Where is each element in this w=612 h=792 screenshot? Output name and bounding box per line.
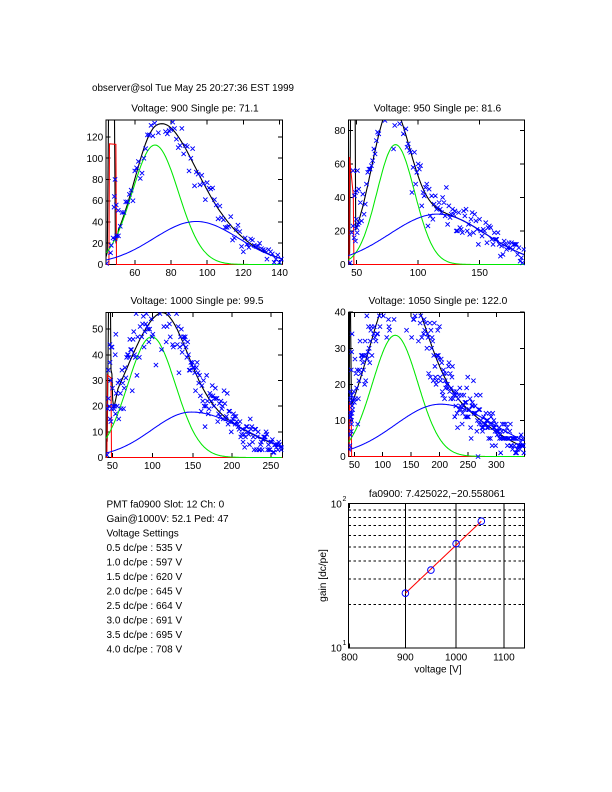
svg-text:20: 20 — [92, 239, 104, 250]
svg-text:40: 40 — [92, 218, 104, 229]
svg-text:200: 200 — [223, 461, 240, 472]
svg-text:2: 2 — [343, 496, 347, 503]
svg-text:2.0 dc/pe : 645 V: 2.0 dc/pe : 645 V — [107, 587, 183, 598]
svg-text:0.5 dc/pe : 535 V: 0.5 dc/pe : 535 V — [107, 543, 183, 554]
svg-text:60: 60 — [334, 160, 346, 171]
svg-text:observer@sol Tue May 25 20:27:: observer@sol Tue May 25 20:27:36 EST 199… — [92, 82, 294, 94]
svg-text:60: 60 — [129, 268, 141, 279]
svg-text:100: 100 — [199, 268, 216, 279]
svg-text:250: 250 — [460, 460, 477, 471]
svg-text:1000: 1000 — [445, 653, 468, 664]
svg-text:50: 50 — [351, 268, 363, 279]
svg-text:80: 80 — [92, 175, 104, 186]
svg-text:Voltage: 900 Single pe: 71.1: Voltage: 900 Single pe: 71.1 — [131, 103, 259, 114]
svg-text:100: 100 — [87, 154, 104, 165]
svg-text:50: 50 — [349, 460, 361, 471]
svg-text:0: 0 — [340, 452, 346, 463]
svg-text:80: 80 — [334, 126, 346, 137]
svg-text:10: 10 — [335, 416, 347, 427]
svg-text:voltage [V]: voltage [V] — [414, 664, 461, 675]
svg-text:140: 140 — [271, 268, 288, 279]
svg-text:gain [dc/pe]: gain [dc/pe] — [318, 549, 329, 602]
svg-text:10: 10 — [331, 643, 343, 654]
svg-text:60: 60 — [92, 196, 104, 207]
svg-text:10: 10 — [331, 500, 343, 511]
svg-text:250: 250 — [262, 461, 279, 472]
svg-text:2.5 dc/pe : 664 V: 2.5 dc/pe : 664 V — [107, 601, 183, 612]
svg-text:100: 100 — [144, 461, 161, 472]
svg-text:Voltage Settings: Voltage Settings — [107, 528, 179, 539]
svg-text:40: 40 — [92, 350, 104, 361]
svg-text:0: 0 — [98, 453, 104, 464]
svg-text:800: 800 — [341, 653, 358, 664]
svg-text:1.5 dc/pe : 620 V: 1.5 dc/pe : 620 V — [107, 572, 183, 583]
svg-text:fa0900: 7.425022,−20.558061: fa0900: 7.425022,−20.558061 — [369, 489, 506, 500]
svg-text:3.5 dc/pe : 695 V: 3.5 dc/pe : 695 V — [107, 630, 183, 641]
svg-text:100: 100 — [410, 268, 427, 279]
svg-text:20: 20 — [334, 227, 346, 238]
svg-text:40: 40 — [334, 193, 346, 204]
svg-text:20: 20 — [335, 380, 347, 391]
svg-text:1100: 1100 — [493, 653, 515, 664]
svg-text:Voltage: 1000 Single pe: 99.5: Voltage: 1000 Single pe: 99.5 — [130, 296, 263, 307]
svg-text:120: 120 — [87, 133, 104, 144]
svg-text:30: 30 — [92, 376, 104, 387]
svg-text:20: 20 — [92, 402, 104, 413]
svg-text:0: 0 — [340, 260, 346, 271]
svg-text:100: 100 — [374, 460, 391, 471]
svg-text:300: 300 — [488, 460, 505, 471]
svg-text:1: 1 — [343, 640, 347, 647]
svg-text:10: 10 — [92, 427, 104, 438]
svg-text:50: 50 — [92, 325, 104, 336]
svg-text:150: 150 — [184, 461, 201, 472]
svg-text:900: 900 — [397, 653, 414, 664]
svg-text:200: 200 — [431, 460, 448, 471]
svg-text:0: 0 — [98, 260, 104, 271]
svg-text:40: 40 — [335, 308, 347, 319]
svg-text:80: 80 — [165, 268, 177, 279]
svg-text:4.0 dc/pe : 708 V: 4.0 dc/pe : 708 V — [107, 645, 183, 656]
svg-text:50: 50 — [107, 461, 119, 472]
svg-text:150: 150 — [471, 268, 488, 279]
svg-text:120: 120 — [235, 268, 252, 279]
svg-text:PMT fa0900 Slot: 12 Ch: 0: PMT fa0900 Slot: 12 Ch: 0 — [107, 499, 225, 510]
svg-text:Voltage: 1050 Single pe: 122.0: Voltage: 1050 Single pe: 122.0 — [369, 296, 508, 307]
svg-text:30: 30 — [335, 344, 347, 355]
svg-text:3.0 dc/pe : 691 V: 3.0 dc/pe : 691 V — [107, 616, 183, 627]
svg-text:Gain@1000V: 52.1 Ped: 47: Gain@1000V: 52.1 Ped: 47 — [107, 514, 230, 525]
svg-text:Voltage: 950 Single pe: 81.6: Voltage: 950 Single pe: 81.6 — [374, 103, 502, 114]
svg-text:150: 150 — [403, 460, 420, 471]
svg-text:1.0 dc/pe : 597 V: 1.0 dc/pe : 597 V — [107, 558, 183, 569]
